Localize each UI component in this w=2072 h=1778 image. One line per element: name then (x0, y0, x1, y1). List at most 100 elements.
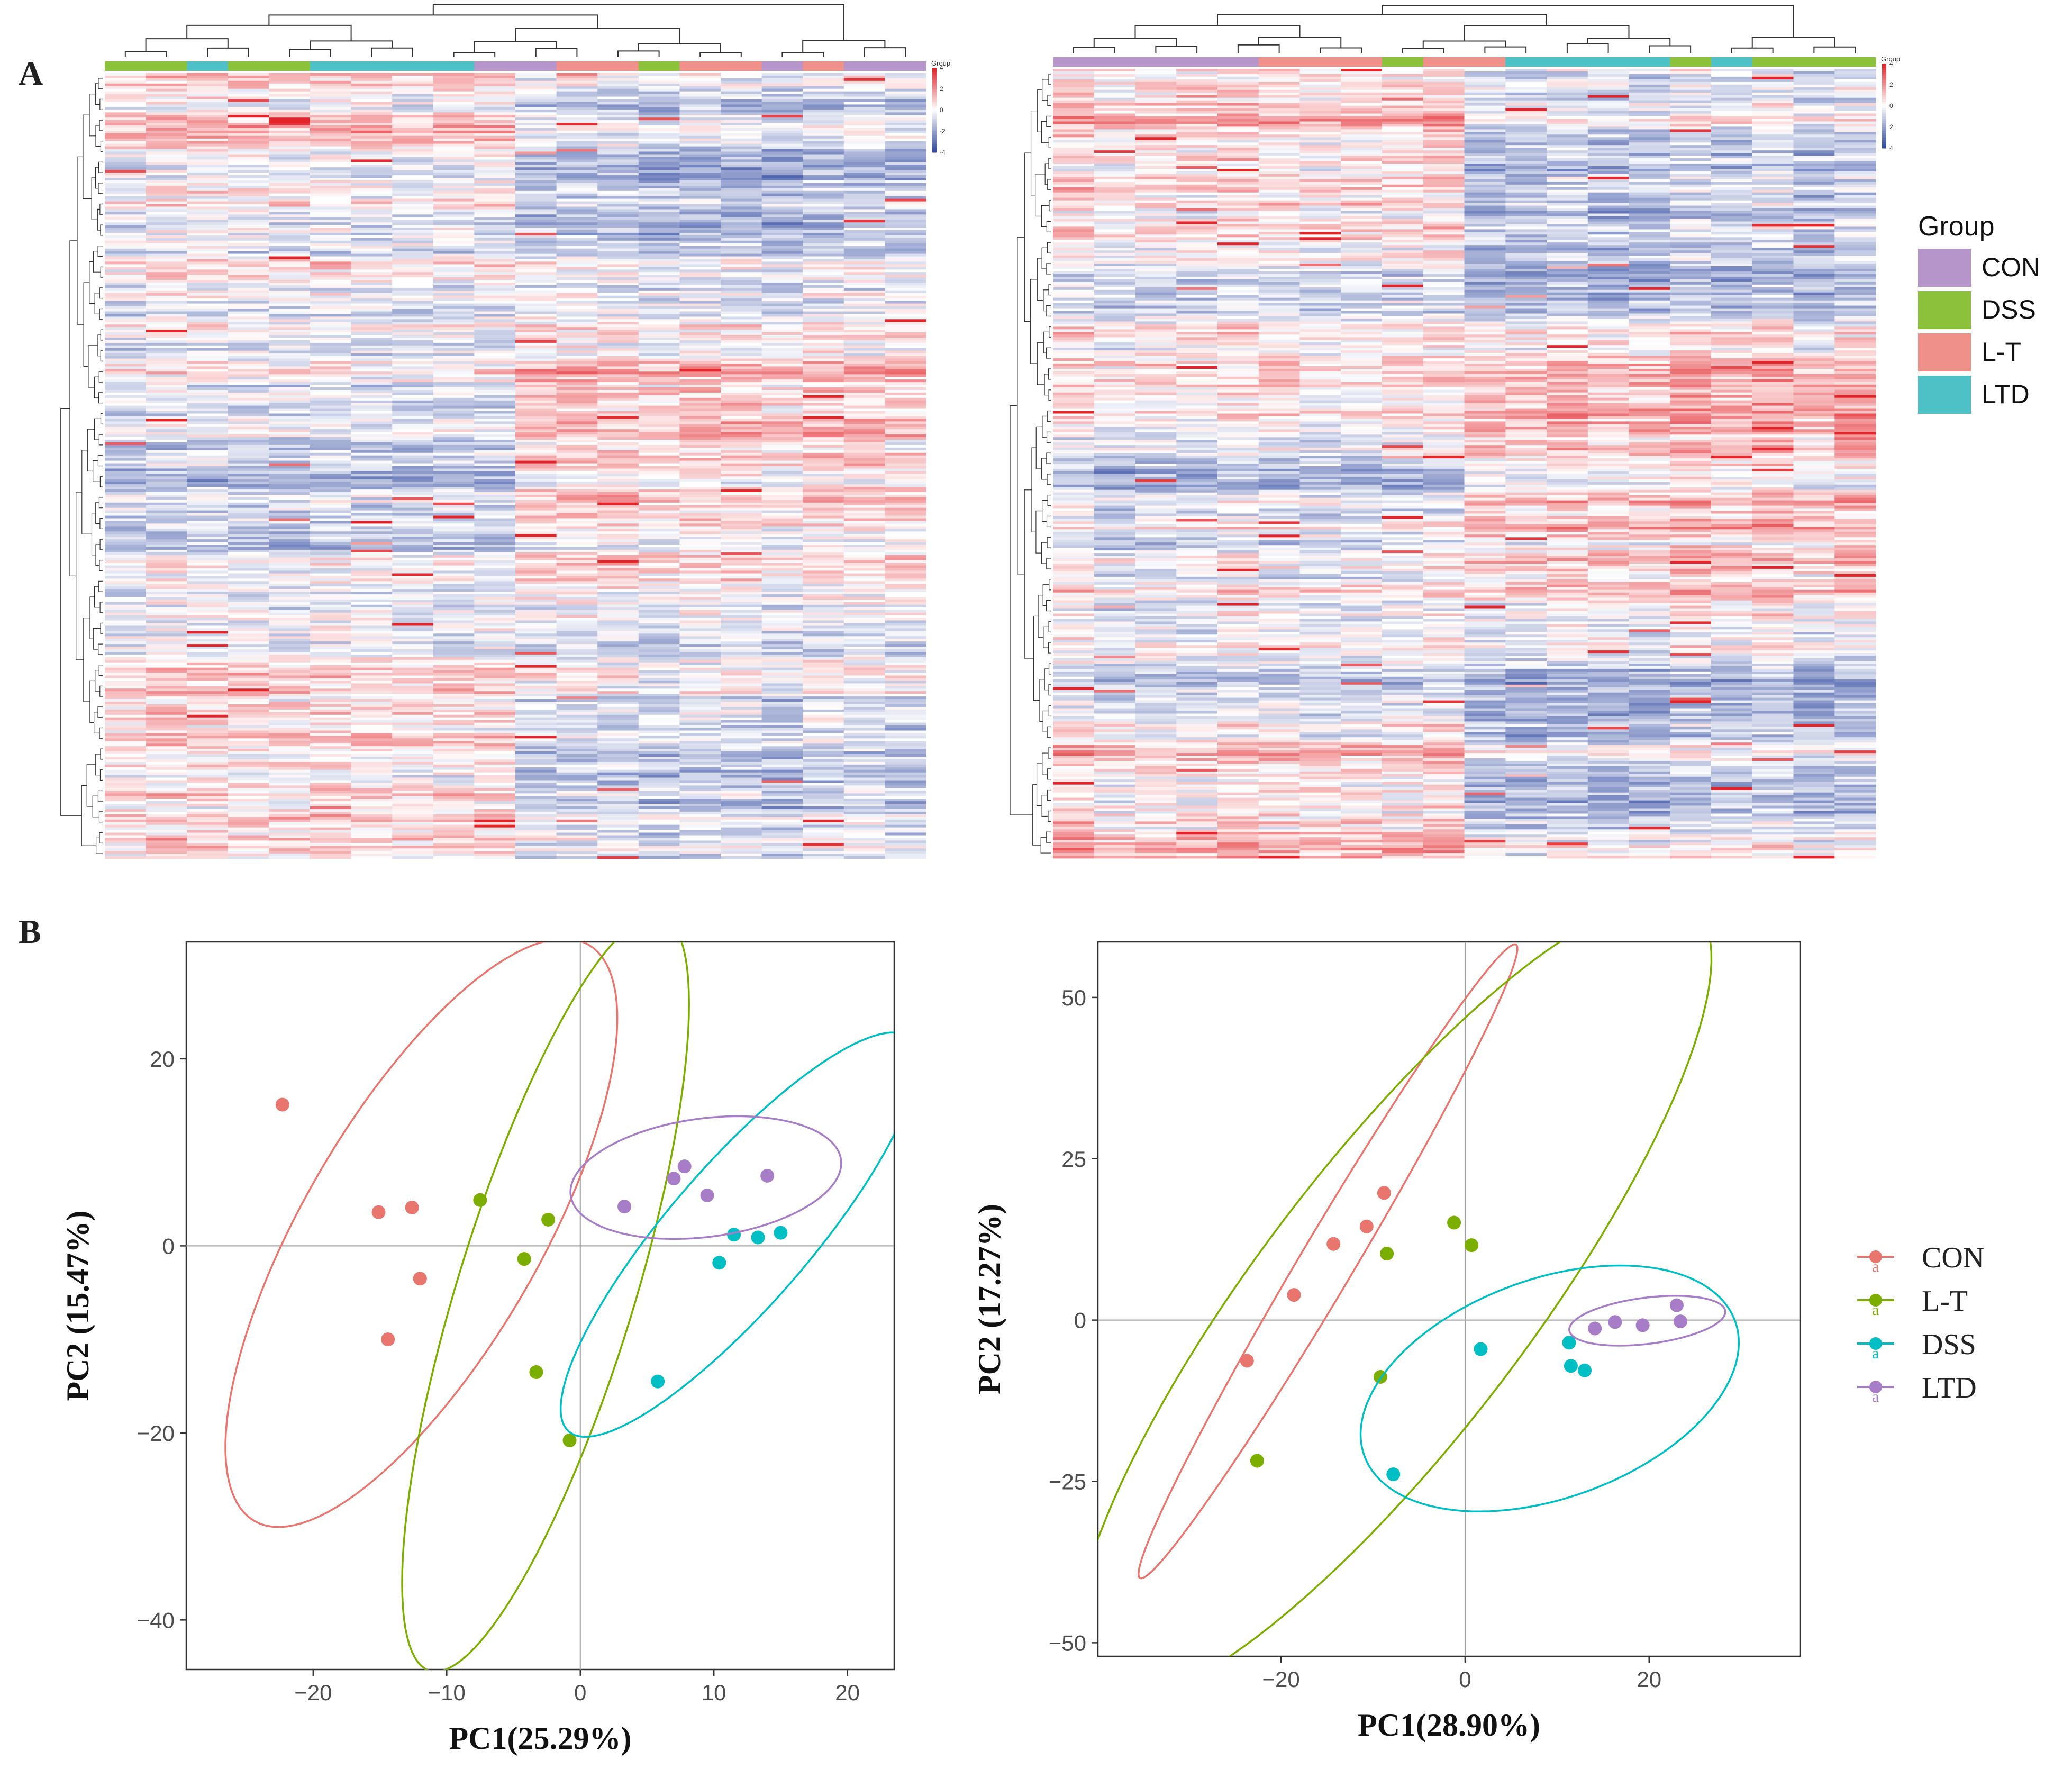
heatmap-cell (638, 649, 680, 652)
heatmap-cell (556, 586, 598, 589)
heatmap-cell (721, 531, 762, 534)
heatmap-cell (556, 429, 598, 432)
heatmap-cell (803, 374, 844, 377)
heatmap-cell (351, 631, 393, 634)
heatmap-cell (843, 88, 885, 92)
heatmap-cell (721, 115, 762, 118)
heatmap-cell (474, 466, 516, 469)
heatmap-cell (392, 447, 434, 451)
heatmap-cell (146, 432, 187, 435)
heatmap-cell (638, 531, 680, 534)
heatmap-cell (556, 88, 598, 92)
heatmap-cell (187, 162, 229, 165)
heatmap-cell (803, 143, 844, 147)
heatmap-cell (556, 230, 598, 233)
heatmap-cell (556, 706, 598, 710)
heatmap-cell (885, 573, 926, 576)
heatmap-cell (843, 228, 885, 231)
heatmap-cell (556, 484, 598, 487)
heatmap-cell (310, 277, 352, 280)
heatmap-cell (679, 345, 721, 349)
heatmap-cell (433, 104, 475, 107)
heatmap-cell (474, 83, 516, 87)
heatmap-cell (228, 529, 269, 532)
heatmap-cell (803, 303, 844, 306)
heatmap-cell (638, 607, 680, 611)
heatmap-cell (187, 178, 229, 181)
heatmap-cell (761, 311, 803, 314)
heatmap-cell (392, 387, 434, 391)
heatmap-cell (803, 681, 844, 684)
heatmap-cell (310, 607, 352, 611)
heatmap-cell (679, 130, 721, 134)
heatmap-cell (146, 510, 187, 513)
heatmap-cell (474, 135, 516, 139)
heatmap-cell (146, 159, 187, 162)
heatmap-cell (556, 322, 598, 325)
heatmap-cell (433, 196, 475, 199)
heatmap-cell (187, 555, 229, 558)
heatmap-cell (679, 295, 721, 299)
heatmap-cell (351, 364, 393, 367)
heatmap-cell (351, 377, 393, 380)
heatmap-cell (803, 408, 844, 411)
heatmap-cell (351, 678, 393, 681)
heatmap-cell (721, 324, 762, 328)
heatmap-cell (392, 130, 434, 134)
heatmap-cell (597, 589, 639, 592)
heatmap-cell (310, 306, 352, 309)
heatmap-cell (474, 243, 516, 247)
heatmap-cell (392, 547, 434, 550)
heatmap-cell (679, 246, 721, 249)
heatmap-cell (556, 416, 598, 419)
heatmap-cell (187, 515, 229, 519)
heatmap-cell (843, 314, 885, 317)
heatmap-cell (269, 157, 311, 160)
heatmap-cell (105, 529, 147, 532)
heatmap-cell (803, 138, 844, 142)
heatmap-cell (597, 267, 639, 270)
heatmap-cell (310, 180, 352, 184)
heatmap-cell (146, 641, 187, 645)
heatmap-cell (187, 283, 229, 286)
heatmap-cell (761, 560, 803, 564)
heatmap-cell (843, 578, 885, 582)
heatmap-cell (515, 542, 557, 545)
heatmap-cell (105, 175, 147, 178)
heatmap-cell (105, 555, 147, 558)
heatmap-cell (556, 232, 598, 236)
heatmap-cell (885, 151, 926, 155)
heatmap-cell (597, 594, 639, 597)
heatmap-cell (105, 348, 147, 351)
heatmap-cell (843, 683, 885, 686)
heatmap-cell (885, 604, 926, 608)
dendrogram-branch (97, 334, 101, 357)
heatmap-cell (146, 290, 187, 294)
heatmap-cell (187, 615, 229, 619)
heatmap-cell (638, 91, 680, 95)
heatmap-cell (556, 327, 598, 330)
heatmap-cell (556, 358, 598, 361)
heatmap-cell (187, 243, 229, 247)
heatmap-cell (885, 427, 926, 430)
heatmap-cell (146, 633, 187, 637)
heatmap-cell (803, 353, 844, 356)
heatmap-cell (105, 324, 147, 328)
heatmap-cell (310, 657, 352, 660)
heatmap-cell (885, 387, 926, 391)
heatmap-cell (187, 639, 229, 642)
heatmap-cell (885, 411, 926, 414)
heatmap-cell (228, 165, 269, 168)
heatmap-cell (843, 165, 885, 168)
heatmap-cell (310, 324, 352, 328)
heatmap-cell (433, 330, 475, 333)
heatmap-cell (803, 295, 844, 299)
heatmap-cell (351, 620, 393, 623)
heatmap-cell (885, 665, 926, 668)
heatmap-cell (761, 188, 803, 192)
heatmap-cell (310, 78, 352, 81)
heatmap-cell (515, 138, 557, 142)
heatmap-cell (146, 75, 187, 79)
heatmap-cell (105, 549, 147, 553)
heatmap-cell (515, 662, 557, 666)
